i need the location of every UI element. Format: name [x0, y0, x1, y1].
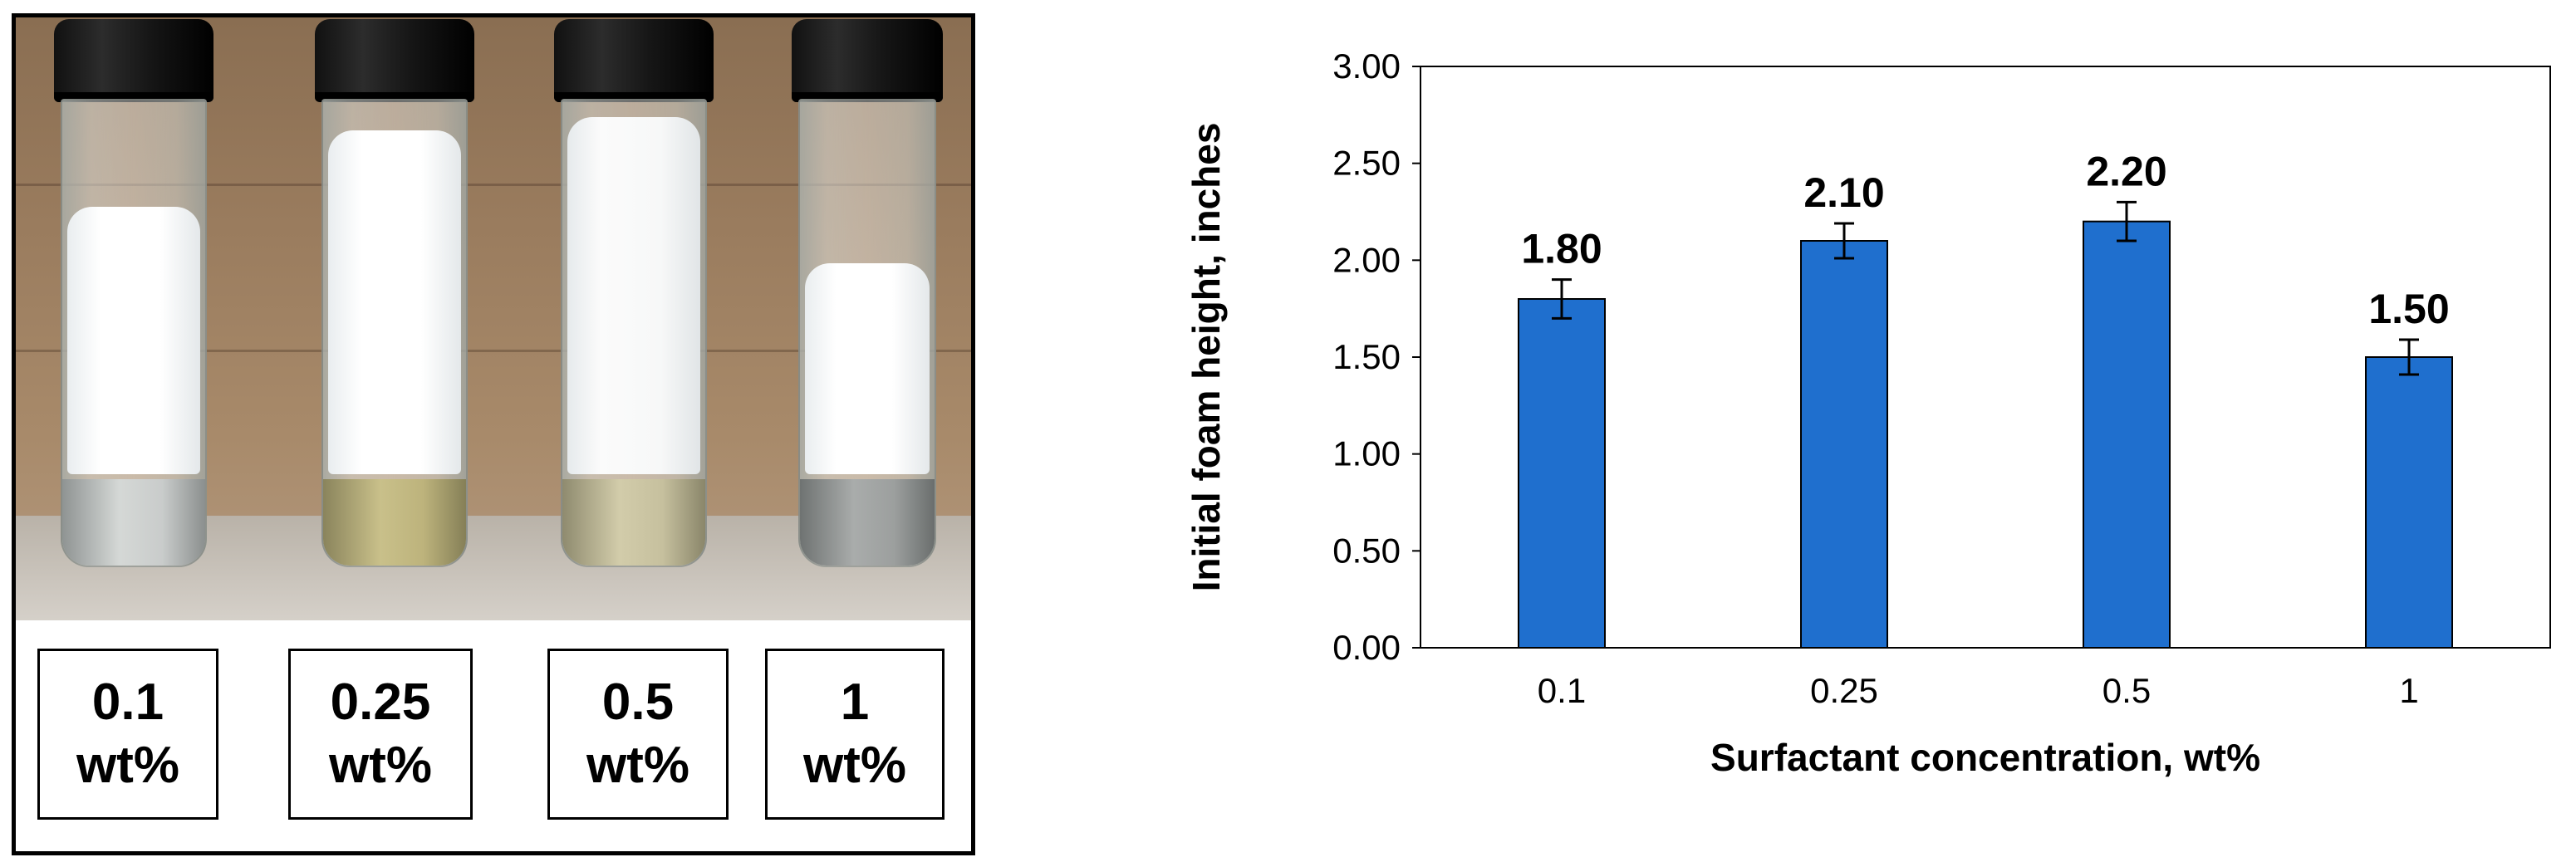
foam-column: [805, 263, 930, 474]
vial-photo-panel: 0.1 wt% 0.25 wt% 0.5 wt% 1 wt%: [12, 13, 975, 855]
vial-0-1-wt: [54, 19, 213, 567]
y-tick-label: 0.00: [1332, 628, 1401, 667]
x-tick-label: 0.5: [2103, 671, 2151, 710]
bar-data-label: 1.50: [2368, 286, 2449, 332]
foam-column: [328, 130, 461, 474]
bar: [2365, 356, 2453, 649]
label-unit: wt%: [586, 737, 689, 794]
liquid-layer: [323, 479, 466, 566]
bar: [1518, 298, 1606, 649]
y-tick-label: 2.50: [1332, 144, 1401, 183]
bar-data-label: 2.20: [2086, 148, 2166, 194]
x-tick-label: 1: [2399, 671, 2418, 710]
label-box-1: 1 wt%: [765, 649, 945, 820]
label-value: 0.1: [91, 674, 164, 731]
vial-glass: [321, 99, 468, 567]
error-bar: [2399, 338, 2419, 376]
label-unit: wt%: [803, 737, 906, 794]
y-tick-label: 0.50: [1332, 531, 1401, 570]
label-unit: wt%: [329, 737, 432, 794]
y-tick-label: 1.50: [1332, 337, 1401, 376]
foam-height-bar-chart: 1.80 2.10 2.20 1.50 0.00 0.50 1.00 1.50 2.00 2.5…: [1185, 47, 2551, 779]
label-value: 1: [840, 674, 870, 731]
vial-cap: [554, 19, 714, 102]
vial-1-wt: [792, 19, 943, 567]
error-bar: [1552, 278, 1572, 320]
y-axis-ticks: 0.00 0.50 1.00 1.50 2.00 2.50 3.00: [1332, 47, 1420, 667]
x-tick-label: 0.1: [1538, 671, 1586, 710]
vial-cap: [792, 19, 943, 102]
y-tick-label: 1.00: [1332, 434, 1401, 473]
label-unit: wt%: [76, 737, 179, 794]
label-box-0-5: 0.5 wt%: [547, 649, 729, 820]
error-bar: [1834, 222, 1854, 260]
vial-0-25-wt: [315, 19, 474, 567]
bar: [1800, 240, 1888, 649]
vial-glass: [561, 99, 707, 567]
error-bar: [2117, 200, 2137, 242]
chart-marks: 1.80 2.10 2.20 1.50: [1518, 148, 2453, 649]
label-value: 0.5: [601, 674, 675, 731]
x-axis-ticks: 0.1 0.25 0.5 1: [1538, 671, 2419, 710]
vial-0-5-wt: [554, 19, 714, 567]
bar-data-label: 1.80: [1521, 226, 1602, 272]
label-box-0-1: 0.1 wt%: [37, 649, 218, 820]
foam-column: [67, 207, 200, 474]
x-tick-label: 0.25: [1810, 671, 1878, 710]
foam-column: [567, 117, 700, 474]
y-tick-label: 2.00: [1332, 240, 1401, 279]
vial-glass: [61, 99, 207, 567]
liquid-layer: [62, 479, 205, 566]
liquid-layer: [800, 479, 935, 566]
label-box-0-25: 0.25 wt%: [288, 649, 473, 820]
y-axis-label: Initial foam height, inches: [1185, 123, 1228, 592]
liquid-layer: [562, 479, 705, 566]
vial-cap: [315, 19, 474, 102]
bar: [2083, 220, 2171, 649]
vial-glass: [798, 99, 936, 567]
x-axis-label: Surfactant concentration, wt%: [1710, 736, 2260, 779]
label-value: 0.25: [330, 674, 431, 731]
bar-data-label: 2.10: [1803, 169, 1884, 216]
vial-cap: [54, 19, 213, 102]
y-tick-label: 3.00: [1332, 47, 1401, 86]
